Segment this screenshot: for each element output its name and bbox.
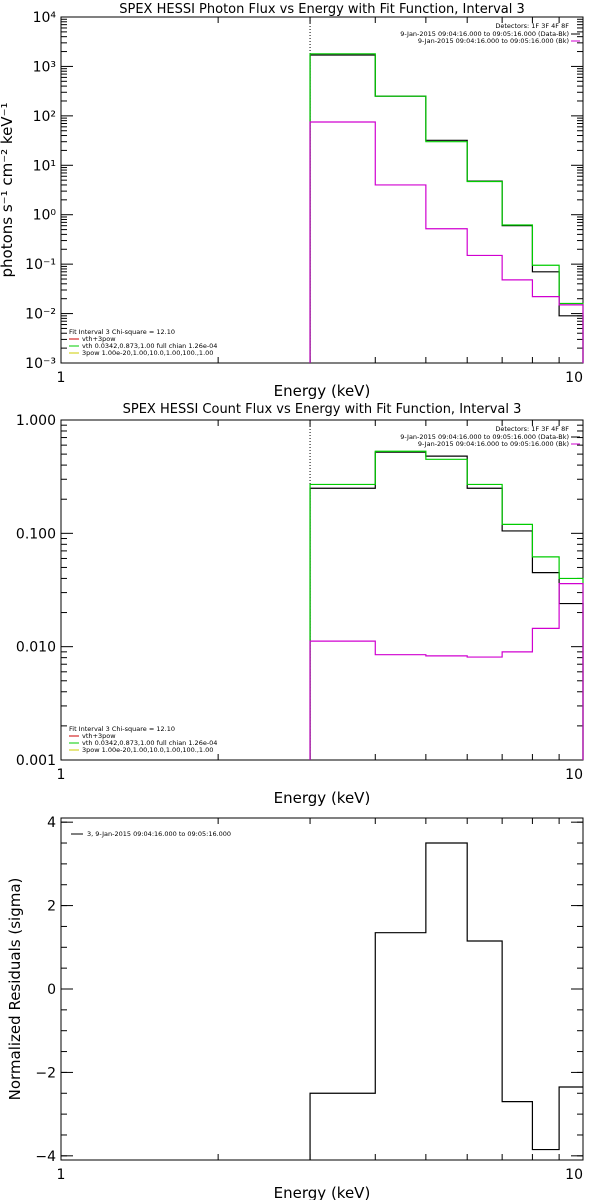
legend-bottom-left: Fit Interval 3 Chi-square = 12.10vth+3po… <box>69 725 217 754</box>
y-tick-label: 10² <box>33 109 56 125</box>
series-line-bk <box>309 583 584 760</box>
legend-entry-label: vth 0.0342,0.873,1.00 full chian 1.26e-0… <box>82 739 217 747</box>
legend-entry-label: vth 0.0342,0.873,1.00 full chian 1.26e-0… <box>82 342 217 350</box>
legend-entry-label: 3, 9-Jan-2015 09:04:16.000 to 09:05:16.0… <box>87 830 231 838</box>
y-tick-label: 0.001 <box>16 753 56 769</box>
x-tick-label: 1 <box>57 767 66 783</box>
legend-entry-label: 3pow 1.00e-20,1.00,10.0,1.00,100.,1.00 <box>82 746 213 754</box>
legend-entry-label: 9-Jan-2015 09:04:16.000 to 09:05:16.000 … <box>400 433 569 441</box>
chart-panel-3: 1 10 −4 −2 0 2 4 Energy (keV) Normalized Residua… <box>6 815 584 1200</box>
y-tick-label: 1.000 <box>16 413 56 429</box>
chart-panel-1: SPEX HESSI Photon Flux vs Energy with Fi… <box>0 2 584 400</box>
x-tick-label: 10 <box>565 767 583 783</box>
legend-fit-title: Fit Interval 3 Chi-square = 12.10 <box>69 725 175 733</box>
chart-panel-2: SPEX HESSI Count Flux vs Energy with Fit… <box>16 402 584 807</box>
y-tick-label: 2 <box>47 899 56 915</box>
series-line-data-bk <box>309 54 584 363</box>
legend-bottom-left: Fit Interval 3 Chi-square = 12.10vth+3po… <box>69 328 217 357</box>
legend-detectors: Detectors: 1F 3F 4F 8F <box>495 425 569 433</box>
y-tick-label: 0.100 <box>16 526 56 542</box>
y-tick-label: 10¹ <box>33 158 56 174</box>
x-axis-title: Energy (keV) <box>274 1184 371 1200</box>
chart-title: SPEX HESSI Count Flux vs Energy with Fit… <box>123 402 522 417</box>
legend-entry-label: 9-Jan-2015 09:04:16.000 to 09:05:16.000 … <box>418 37 569 45</box>
y-tick-label: −4 <box>35 1149 56 1165</box>
y-tick-label: 10⁰ <box>33 208 57 224</box>
x-axis-title: Energy (keV) <box>274 382 371 400</box>
legend-entry-label: vth+3pow <box>82 335 116 343</box>
y-tick-label: 0 <box>47 982 56 998</box>
x-axis-title: Energy (keV) <box>274 789 371 807</box>
series-line-bk <box>309 121 584 363</box>
x-tick-label: 1 <box>57 370 66 386</box>
series-line-3-9-jan-2015-09-04-16-000-to-09-05-16-000 <box>309 842 583 1160</box>
plot-frame <box>60 16 584 364</box>
legend-entry-label: 3pow 1.00e-20,1.00,10.0,1.00,100.,1.00 <box>82 349 213 357</box>
plot-frame <box>60 419 584 761</box>
x-tick-label: 1 <box>57 1167 66 1183</box>
legend-fit-title: Fit Interval 3 Chi-square = 12.10 <box>69 328 175 336</box>
y-tick-label: 10⁻³ <box>25 356 56 372</box>
y-tick-label: 10³ <box>33 59 56 75</box>
y-tick-label: 10⁻¹ <box>25 257 56 273</box>
plot-frame <box>60 817 584 1161</box>
series-line-data-bk <box>309 451 584 760</box>
y-tick-label: 4 <box>47 815 56 831</box>
series-line-vth <box>309 450 584 760</box>
y-tick-label: 10⁻² <box>25 307 56 323</box>
legend-top-right: Detectors: 1F 3F 4F 8F9-Jan-2015 09:04:1… <box>400 22 580 45</box>
y-tick-label: −2 <box>35 1065 56 1081</box>
legend-detectors: Detectors: 1F 3F 4F 8F <box>495 22 569 30</box>
y-axis-title: Normalized Residuals (sigma) <box>6 878 24 1101</box>
y-axis-title: photons s⁻¹ cm⁻² keV⁻¹ <box>0 103 16 278</box>
y-tick-label: 10⁴ <box>33 10 57 26</box>
x-tick-label: 10 <box>565 1167 583 1183</box>
legend-entry-label: 9-Jan-2015 09:04:16.000 to 09:05:16.000 … <box>418 440 569 448</box>
series-line-vth <box>309 53 584 363</box>
legend-top-right: Detectors: 1F 3F 4F 8F9-Jan-2015 09:04:1… <box>400 425 580 448</box>
legend-entry-label: 9-Jan-2015 09:04:16.000 to 09:05:16.000 … <box>400 30 569 38</box>
legend-entry-label: vth+3pow <box>82 732 116 740</box>
x-tick-label: 10 <box>565 370 583 386</box>
legend-top-left: 3, 9-Jan-2015 09:04:16.000 to 09:05:16.0… <box>71 830 231 838</box>
chart-title: SPEX HESSI Photon Flux vs Energy with Fi… <box>119 2 525 17</box>
y-tick-label: 0.010 <box>16 640 56 656</box>
